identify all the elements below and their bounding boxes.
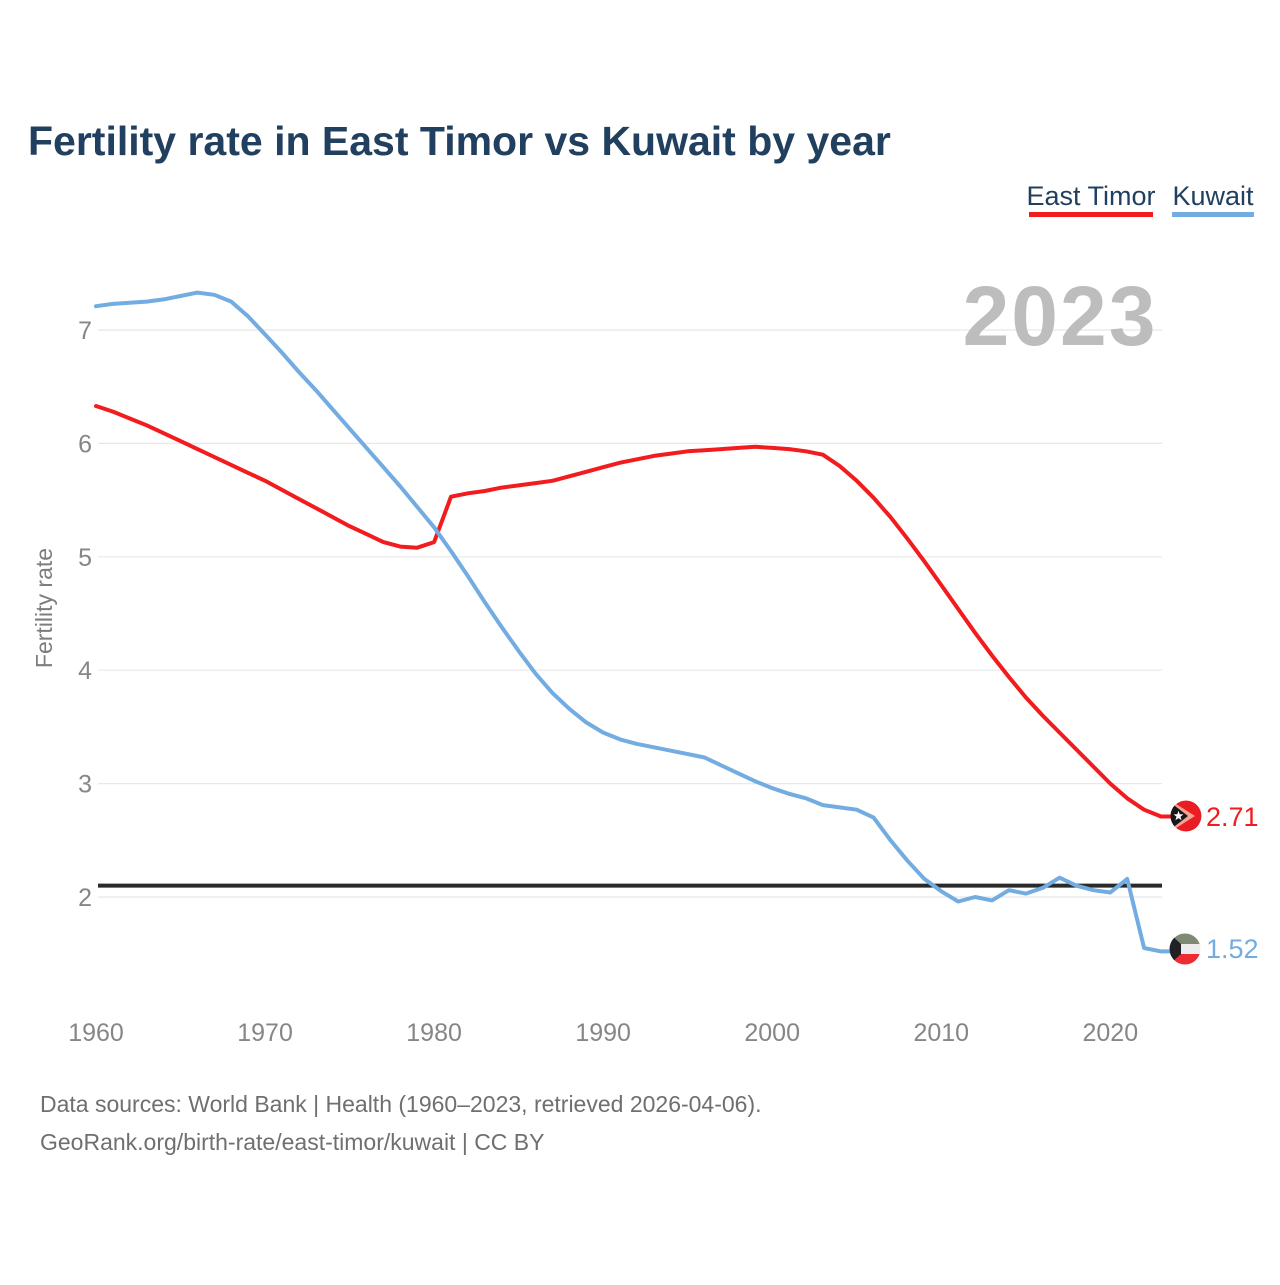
x-tick-1970: 1970 <box>237 1019 293 1047</box>
gridlines <box>98 329 1162 898</box>
series-line-east-timor[interactable] <box>94 404 1176 819</box>
x-axis-tick-labels: 1960 1970 1980 1990 2000 2010 2020 <box>68 1019 1138 1047</box>
x-tick-1960: 1960 <box>68 1019 124 1047</box>
legend-underline-east-timor <box>1029 212 1153 217</box>
y-tick-5: 5 <box>78 544 92 572</box>
kuwait-end-value: 1.52 <box>1206 934 1259 964</box>
kuwait-flag-icon <box>1169 933 1201 965</box>
y-tick-3: 3 <box>78 771 92 799</box>
y-tick-4: 4 <box>78 657 92 685</box>
footer-attribution: GeoRank.org/birth-rate/east-timor/kuwait… <box>40 1129 544 1155</box>
x-tick-1990: 1990 <box>575 1019 631 1047</box>
y-tick-2: 2 <box>78 884 92 912</box>
footer-data-sources: Data sources: World Bank | Health (1960–… <box>40 1091 762 1117</box>
y-tick-7: 7 <box>78 317 92 345</box>
x-tick-2000: 2000 <box>744 1019 800 1047</box>
x-tick-2020: 2020 <box>1082 1019 1138 1047</box>
y-axis-tick-labels: 2 3 4 5 6 7 <box>78 317 92 912</box>
legend-underline-kuwait <box>1172 212 1254 217</box>
legend-item-kuwait[interactable]: Kuwait <box>1172 181 1254 217</box>
y-tick-6: 6 <box>78 430 92 458</box>
x-tick-1980: 1980 <box>406 1019 462 1047</box>
legend-item-east-timor[interactable]: East Timor <box>1026 181 1156 217</box>
watermark-year: 2023 <box>963 269 1158 363</box>
east-timor-end-value: 2.71 <box>1206 802 1259 832</box>
east-timor-flag-icon <box>1170 800 1202 832</box>
y-axis-label: Fertility rate <box>31 548 57 668</box>
legend-label-east-timor: East Timor <box>1026 181 1155 211</box>
legend-label-kuwait: Kuwait <box>1172 181 1254 211</box>
series-line-kuwait[interactable] <box>94 290 1176 954</box>
x-tick-2010: 2010 <box>913 1019 969 1047</box>
page-title: Fertility rate in East Timor vs Kuwait b… <box>28 118 891 164</box>
data-series <box>94 290 1176 954</box>
legend: East Timor Kuwait <box>1026 181 1254 217</box>
